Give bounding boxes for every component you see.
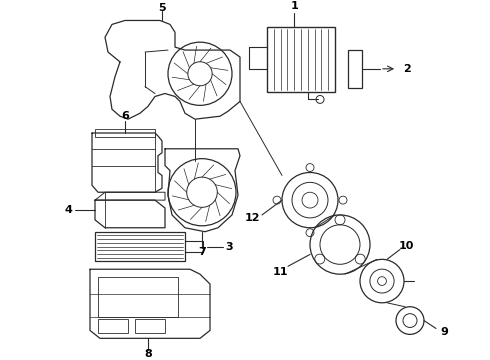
Bar bbox=[98, 277, 178, 316]
Bar bbox=[348, 50, 362, 87]
Text: 10: 10 bbox=[398, 240, 414, 251]
Text: 2: 2 bbox=[403, 64, 411, 74]
Text: 11: 11 bbox=[272, 267, 288, 277]
Text: 6: 6 bbox=[121, 111, 129, 121]
Bar bbox=[135, 319, 165, 333]
Bar bbox=[267, 27, 335, 91]
Text: 7: 7 bbox=[198, 247, 206, 257]
Text: 5: 5 bbox=[158, 3, 166, 13]
Text: 3: 3 bbox=[225, 242, 233, 252]
Text: 12: 12 bbox=[244, 213, 260, 223]
Bar bbox=[95, 232, 185, 261]
Bar bbox=[98, 319, 128, 333]
Text: 1: 1 bbox=[290, 1, 298, 11]
Text: 8: 8 bbox=[144, 349, 152, 359]
Bar bbox=[95, 129, 155, 137]
Text: 9: 9 bbox=[440, 327, 448, 337]
Text: 4: 4 bbox=[64, 205, 72, 215]
